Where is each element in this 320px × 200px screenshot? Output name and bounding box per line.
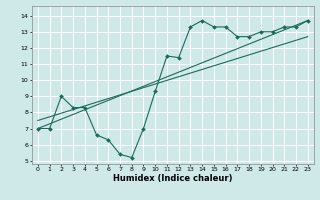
X-axis label: Humidex (Indice chaleur): Humidex (Indice chaleur) — [113, 174, 233, 183]
